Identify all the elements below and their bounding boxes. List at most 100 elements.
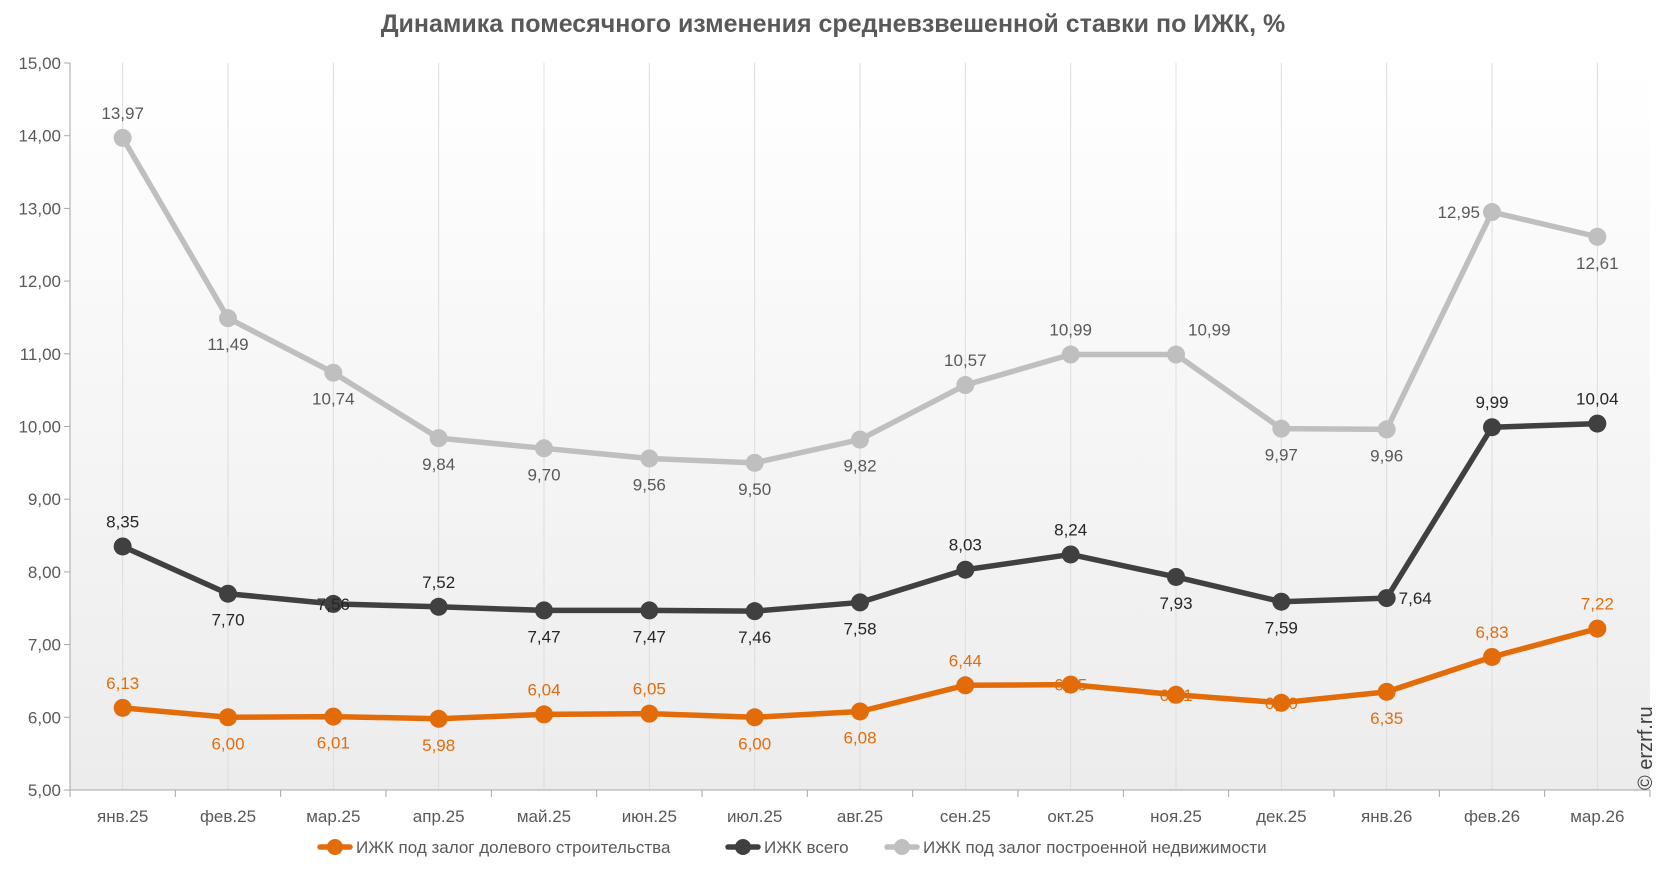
y-tick-label: 10,00 [18,418,61,437]
data-point [1588,619,1607,638]
x-tick-label: сен.25 [940,807,991,826]
data-label: 6,04 [527,680,560,699]
y-tick-label: 12,00 [18,272,61,291]
x-tick-label: июн.25 [622,807,677,826]
y-tick-label: 14,00 [18,127,61,146]
legend-entry: ИЖК под залог построенной недвижимости [923,838,1267,857]
data-point [429,429,448,448]
data-point [1588,414,1607,433]
y-tick-label: 9,00 [28,490,61,509]
data-point [1272,419,1291,438]
data-label: 7,64 [1399,589,1432,608]
data-point [113,537,132,556]
data-label: 8,03 [949,536,982,555]
x-tick-label: фев.26 [1464,807,1520,826]
data-point [324,707,343,726]
data-label: 9,56 [633,475,666,494]
data-label: 7,22 [1581,595,1614,614]
y-tick-label: 6,00 [28,708,61,727]
data-label: 9,84 [422,455,455,474]
x-tick-label: фев.25 [200,807,256,826]
data-point [956,676,975,695]
data-label: 12,61 [1576,254,1619,273]
data-label: 6,00 [211,734,244,753]
x-tick-label: июл.25 [727,807,782,826]
data-point [429,597,448,616]
data-label: 7,58 [843,619,876,638]
data-label: 7,47 [633,627,666,646]
data-label: 9,82 [843,457,876,476]
data-label: 7,59 [1265,619,1298,638]
data-point [535,705,553,724]
data-label: 7,46 [738,628,771,647]
y-tick-label: 7,00 [28,636,61,655]
data-label: 9,50 [738,480,771,499]
x-tick-label: мар.25 [306,807,360,826]
data-label: 6,83 [1475,623,1508,642]
data-label: 6,05 [633,680,666,699]
data-label: 5,98 [422,736,455,755]
x-tick-label: окт.25 [1047,807,1094,826]
data-label: 6,45 [1054,676,1087,695]
data-point [113,128,132,147]
data-point [640,704,659,723]
data-point [1377,420,1396,439]
data-label: 7,93 [1159,594,1192,613]
data-point [1588,227,1607,246]
data-point [1167,685,1185,704]
data-label: 9,97 [1265,446,1298,465]
data-point [1483,418,1501,437]
x-tick-label: ноя.25 [1150,807,1202,826]
legend-swatch-marker [894,839,910,855]
x-tick-label: мар.26 [1570,807,1624,826]
data-label: 6,08 [843,728,876,747]
y-tick-label: 13,00 [18,199,61,218]
data-point [1483,203,1501,222]
y-tick-label: 8,00 [28,563,61,582]
data-point [1272,693,1291,712]
data-label: 7,56 [317,595,350,614]
data-point [745,602,764,621]
data-label: 9,70 [527,465,560,484]
legend-swatch-marker [327,839,343,855]
data-point [1377,682,1396,701]
data-label: 12,95 [1437,203,1480,222]
data-point [324,594,343,613]
data-label: 10,74 [312,390,355,409]
data-label: 10,57 [944,351,987,370]
y-tick-label: 5,00 [28,781,61,800]
data-point [851,430,869,449]
x-tick-label: май.25 [517,807,571,826]
data-point [535,439,553,458]
data-label: 9,99 [1475,393,1508,412]
legend-entry: ИЖК под залог долевого строительства [356,838,671,857]
x-tick-label: янв.26 [1361,807,1412,826]
data-point [1377,589,1396,608]
data-point [1061,345,1080,364]
data-label: 9,96 [1370,446,1403,465]
data-point [956,376,975,395]
data-point [1061,545,1080,564]
y-tick-label: 15,00 [18,54,61,73]
data-label: 13,97 [101,104,144,123]
x-tick-label: авг.25 [837,807,883,826]
data-point [851,702,869,721]
data-label: 6,20 [1265,694,1298,713]
chart-title: Динамика помесячного изменения средневзв… [380,10,1286,38]
data-point [956,560,975,579]
data-label: 6,31 [1159,686,1192,705]
data-point [219,584,237,603]
data-label: 11,49 [207,335,248,354]
data-point [113,698,132,717]
legend-swatch-marker [735,839,751,855]
data-point [1167,345,1185,364]
data-label: 8,24 [1054,520,1087,539]
data-label: 6,44 [949,651,982,670]
data-label: 10,04 [1576,390,1619,409]
data-point [851,593,869,612]
data-point [535,601,553,620]
data-point [745,708,764,727]
y-tick-label: 11,00 [20,345,61,364]
